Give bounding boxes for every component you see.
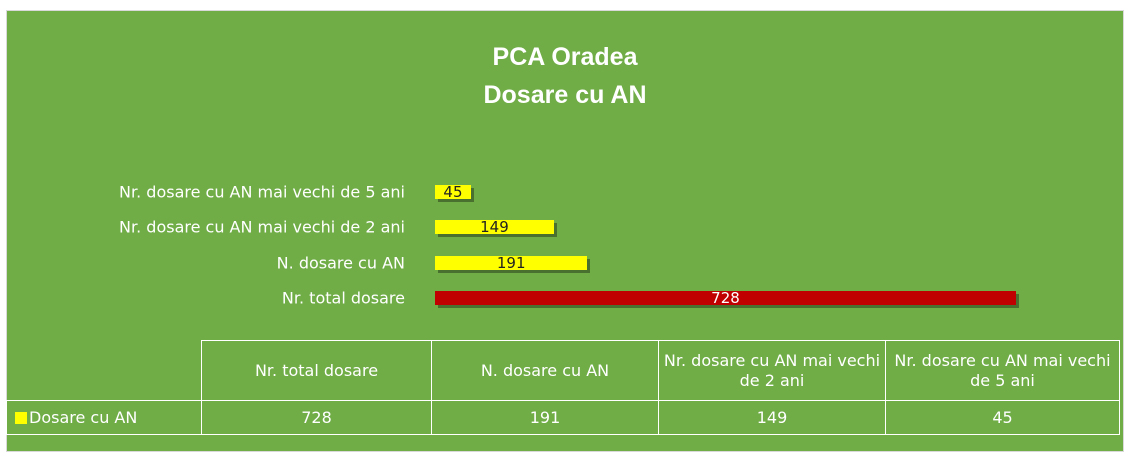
table-legend: Dosare cu AN [6, 400, 202, 435]
data-label: 728 [711, 289, 740, 307]
chart: PCA Oradea Dosare cu AN Nr. total dosare… [6, 10, 1124, 452]
table-header: N. dosare cu AN [431, 340, 659, 401]
table-cell: 45 [885, 400, 1120, 435]
bar [435, 255, 588, 270]
chart-title: Dosare cu AN [483, 81, 647, 109]
table-header: Nr. dosare cu AN mai vechi de 5 ani [885, 340, 1120, 401]
category-label: Nr. dosare cu AN mai vechi de 5 ani [119, 182, 405, 201]
legend-label: Dosare cu AN [29, 408, 138, 427]
category-label: Nr. dosare cu AN mai vechi de 2 ani [119, 217, 405, 237]
table-header: Nr. total dosare [201, 340, 432, 401]
bar [435, 291, 1016, 305]
table-cell: 191 [431, 400, 659, 435]
data-label: 149 [480, 218, 509, 236]
table-cell: 149 [658, 400, 886, 435]
legend-key [15, 412, 27, 424]
table-header: Nr. dosare cu AN mai vechi de 2 ani [658, 340, 886, 401]
data-label: 191 [496, 253, 526, 272]
data-label: 45 [443, 182, 463, 201]
category-label: Nr. total dosare [281, 288, 405, 308]
category-label: N. dosare cu AN [276, 253, 405, 272]
bar [435, 220, 554, 234]
chart-title: PCA Oradea [492, 43, 638, 71]
table-cell: 728 [201, 400, 432, 435]
bar [435, 184, 471, 199]
